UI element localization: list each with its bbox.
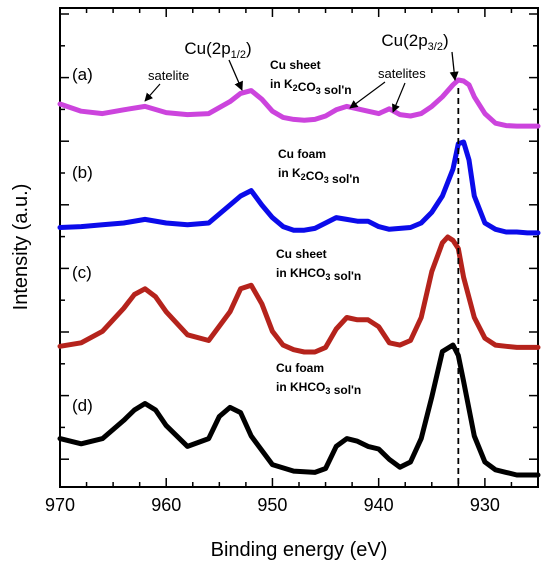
x-tick-label: 950 [257, 495, 287, 515]
y-axis-title: Intensity (a.u.) [10, 184, 32, 311]
satellite-label-right: satelites [378, 66, 426, 81]
satellite-arrow [349, 81, 386, 109]
sample-label-line1: Cu foam [276, 361, 324, 375]
series-line-d [57, 342, 541, 478]
series-line-c [57, 234, 541, 355]
y-axis-ticks [60, 13, 538, 460]
peak-label: Cu(2p1/2) [184, 39, 251, 61]
x-tick-label: 960 [151, 495, 181, 515]
series-line-b [57, 139, 541, 236]
satellite-arrow [144, 83, 161, 102]
sample-label-line2: in KHCO3 sol'n [276, 380, 361, 397]
x-tick-label: 970 [45, 495, 75, 515]
sample-label-line2: in K2CO3 sol'n [278, 166, 360, 186]
peak-arrow [449, 51, 459, 81]
sample-label-line1: Cu foam [278, 147, 326, 161]
sample-label-line1: Cu sheet [270, 58, 321, 72]
x-axis-ticks: 970 960 950 940 930 [45, 8, 539, 515]
x-axis-title: Binding energy (eV) [211, 539, 388, 561]
x-tick-label: 930 [470, 495, 500, 515]
panel-label: (c) [72, 263, 92, 282]
peak-label: Cu(2p3/2) [381, 31, 448, 53]
panel-label: (d) [72, 396, 93, 415]
sample-label-line2: in K2CO3 sol'n [270, 77, 352, 97]
peak-arrow [228, 59, 243, 91]
satellite-label-left: satelite [148, 68, 189, 83]
x-tick-label: 940 [364, 495, 394, 515]
panel-label: (a) [72, 65, 93, 84]
sample-label-line2: in KHCO3 sol'n [276, 266, 361, 283]
annotation-layer: (a) Cu sheet in K2CO3 sol'n (b) Cu foam in K2… [72, 31, 460, 487]
sample-label-line1: Cu sheet [276, 247, 327, 261]
panel-label: (b) [72, 163, 93, 182]
satellite-arrow [392, 82, 406, 113]
